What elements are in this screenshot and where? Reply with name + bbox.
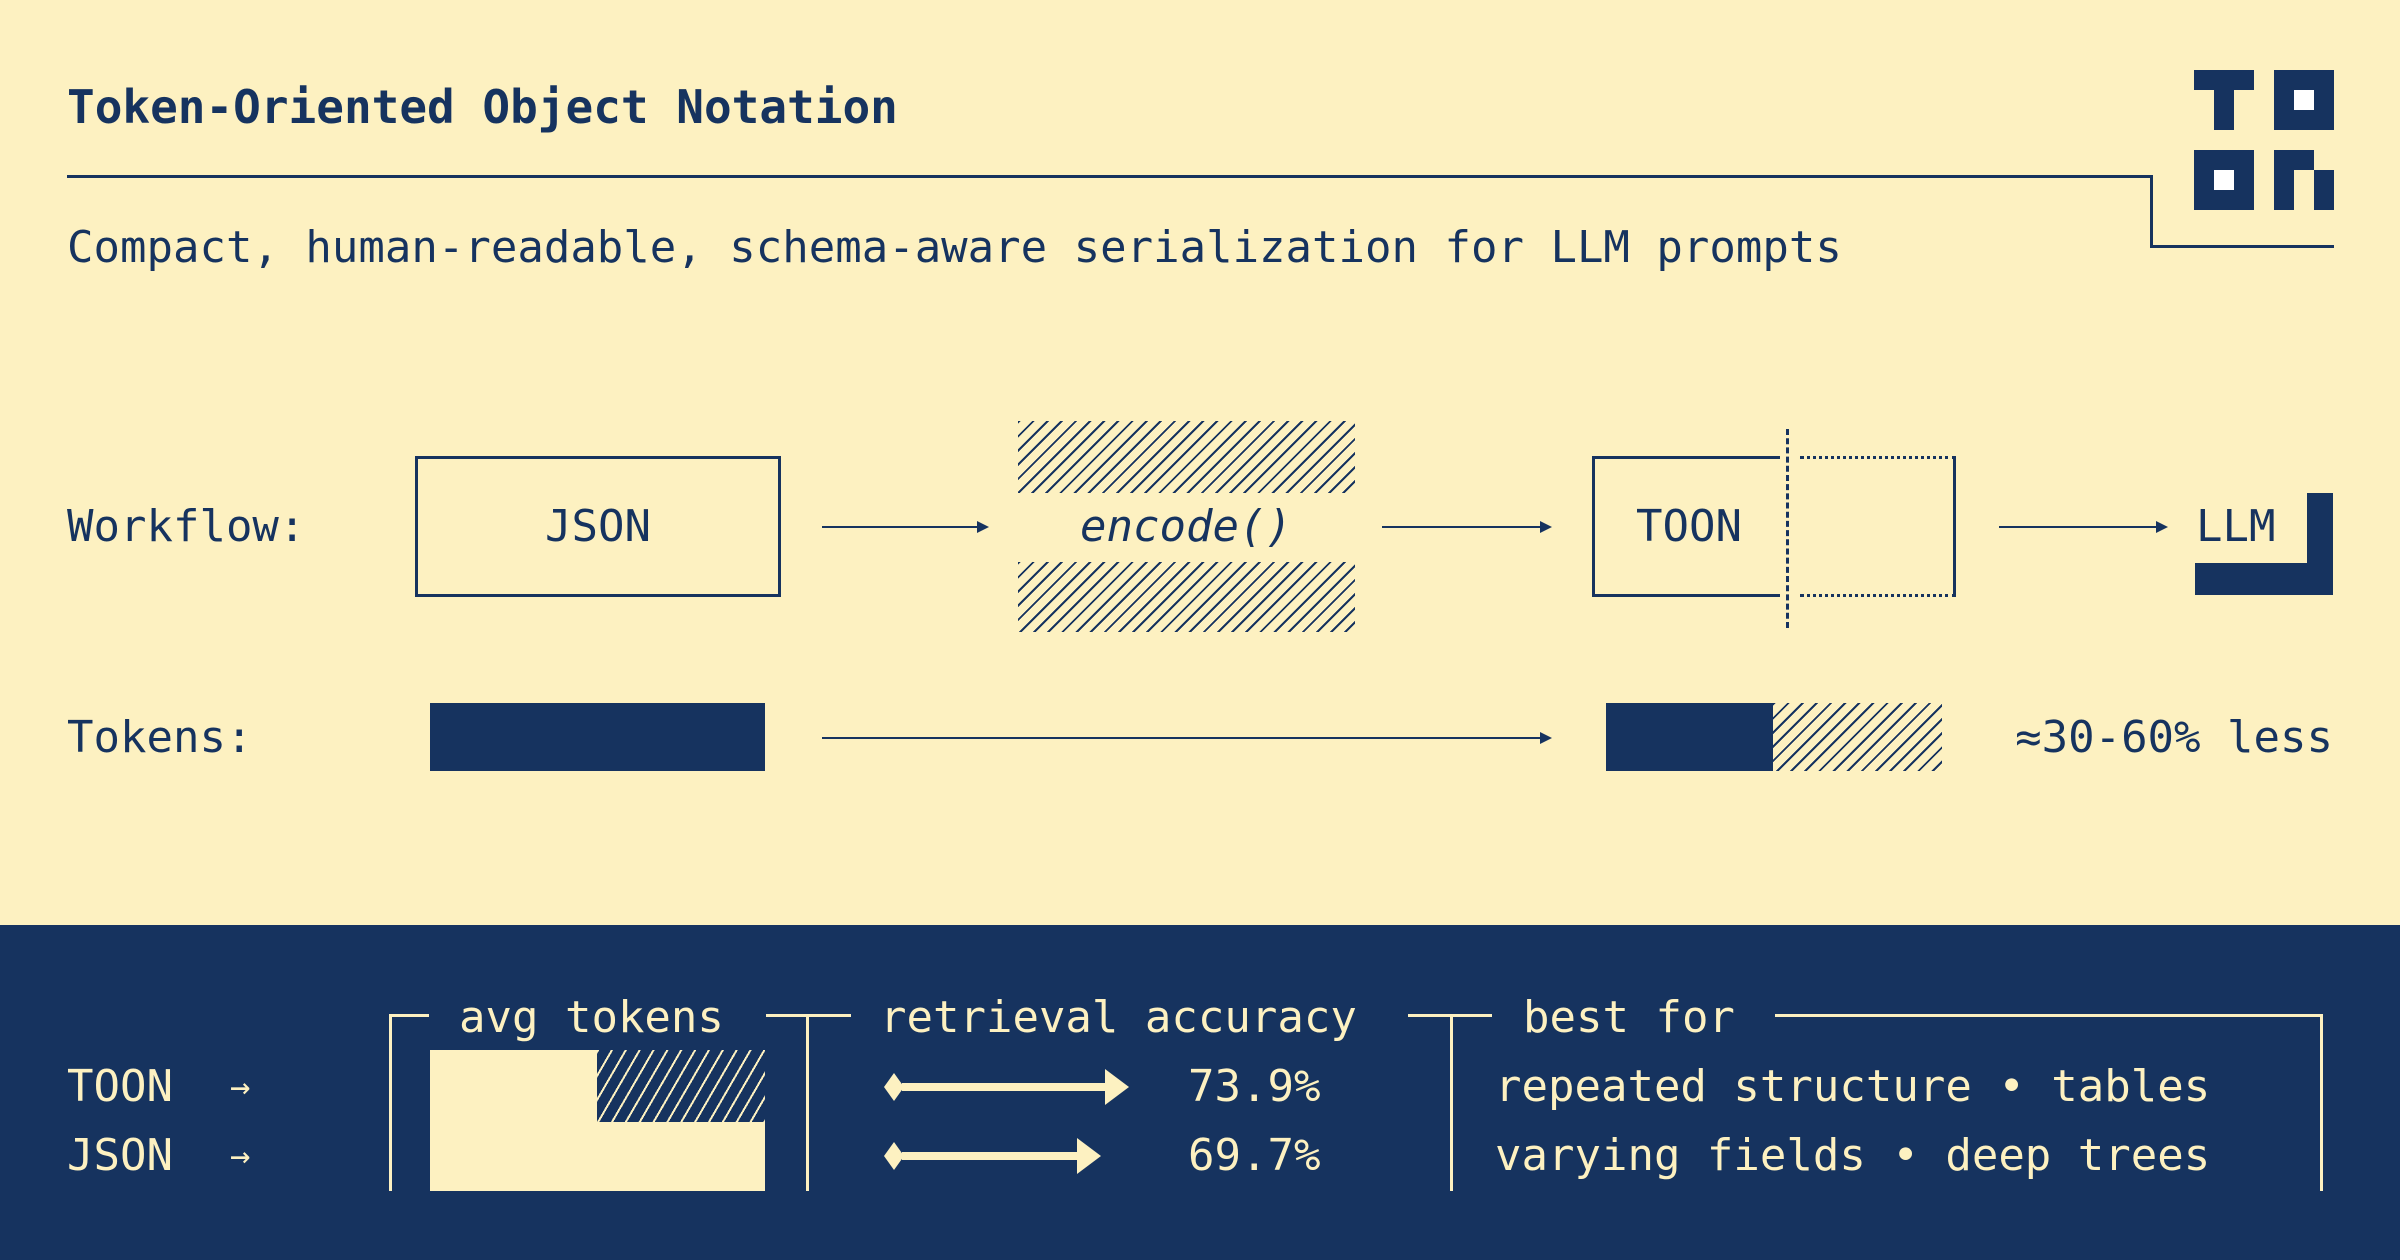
divider xyxy=(2150,245,2334,248)
page-title: Token-Oriented Object Notation xyxy=(67,80,898,134)
bracket-line xyxy=(806,1014,809,1191)
bracket-line xyxy=(1775,1014,2323,1017)
accuracy-header: retrieval accuracy xyxy=(880,992,1357,1043)
bracket-line xyxy=(1450,1014,1453,1191)
subtitle: Compact, human-readable, schema-aware se… xyxy=(67,222,1842,273)
llm-label: LLM xyxy=(2196,501,2276,552)
best-for-toon: repeated structure • tables xyxy=(1495,1061,2211,1112)
comparison-panel: TOON JSON → → avg tokens retrieval accur… xyxy=(0,925,2400,1260)
json-box-label: JSON xyxy=(545,501,651,552)
toon-avg-token-bar xyxy=(430,1050,597,1122)
divider xyxy=(67,175,2153,178)
json-avg-token-bar xyxy=(430,1122,765,1191)
divider xyxy=(2150,175,2153,248)
toon-token-bar xyxy=(1606,703,1773,771)
json-accuracy-arrow xyxy=(902,1138,1101,1174)
toon-box-savings xyxy=(1800,456,1956,597)
row-label-json: JSON xyxy=(67,1130,173,1181)
bracket-line xyxy=(2320,1014,2323,1191)
arrow-icon: → xyxy=(230,1067,251,1107)
hatch-pattern xyxy=(1018,562,1355,632)
row-label-toon: TOON xyxy=(67,1061,173,1112)
arrow-icon xyxy=(822,732,1552,744)
token-savings-hatch xyxy=(1773,703,1942,771)
json-box: JSON xyxy=(415,456,781,597)
toon-box-label: TOON xyxy=(1636,501,1742,552)
llm-corner-icon xyxy=(2195,563,2333,595)
best-for-header: best for xyxy=(1523,992,1735,1043)
hatch-pattern xyxy=(1018,421,1355,493)
arrow-icon xyxy=(1382,521,1552,533)
workflow-label: Workflow: xyxy=(67,501,306,552)
tokens-label: Tokens: xyxy=(67,712,253,763)
bracket-line xyxy=(389,1014,392,1191)
bracket-line xyxy=(389,1014,429,1017)
toon-token-savings-hatch xyxy=(597,1050,765,1122)
arrow-icon xyxy=(1999,521,2168,533)
arrow-icon xyxy=(822,521,989,533)
best-for-json: varying fields • deep trees xyxy=(1495,1130,2211,1181)
toon-box xyxy=(1592,456,1780,597)
savings-label: ≈30-60% less xyxy=(2015,712,2333,763)
toon-accuracy-arrow xyxy=(902,1069,1129,1105)
json-accuracy: 69.7% xyxy=(1188,1130,1321,1181)
json-token-bar xyxy=(430,703,765,771)
divider xyxy=(1786,429,1789,628)
arrow-icon: → xyxy=(230,1136,251,1176)
encode-step: encode() xyxy=(1080,501,1292,552)
toon-logo xyxy=(2194,70,2334,210)
toon-accuracy: 73.9% xyxy=(1188,1061,1321,1112)
avg-tokens-header: avg tokens xyxy=(459,992,724,1043)
